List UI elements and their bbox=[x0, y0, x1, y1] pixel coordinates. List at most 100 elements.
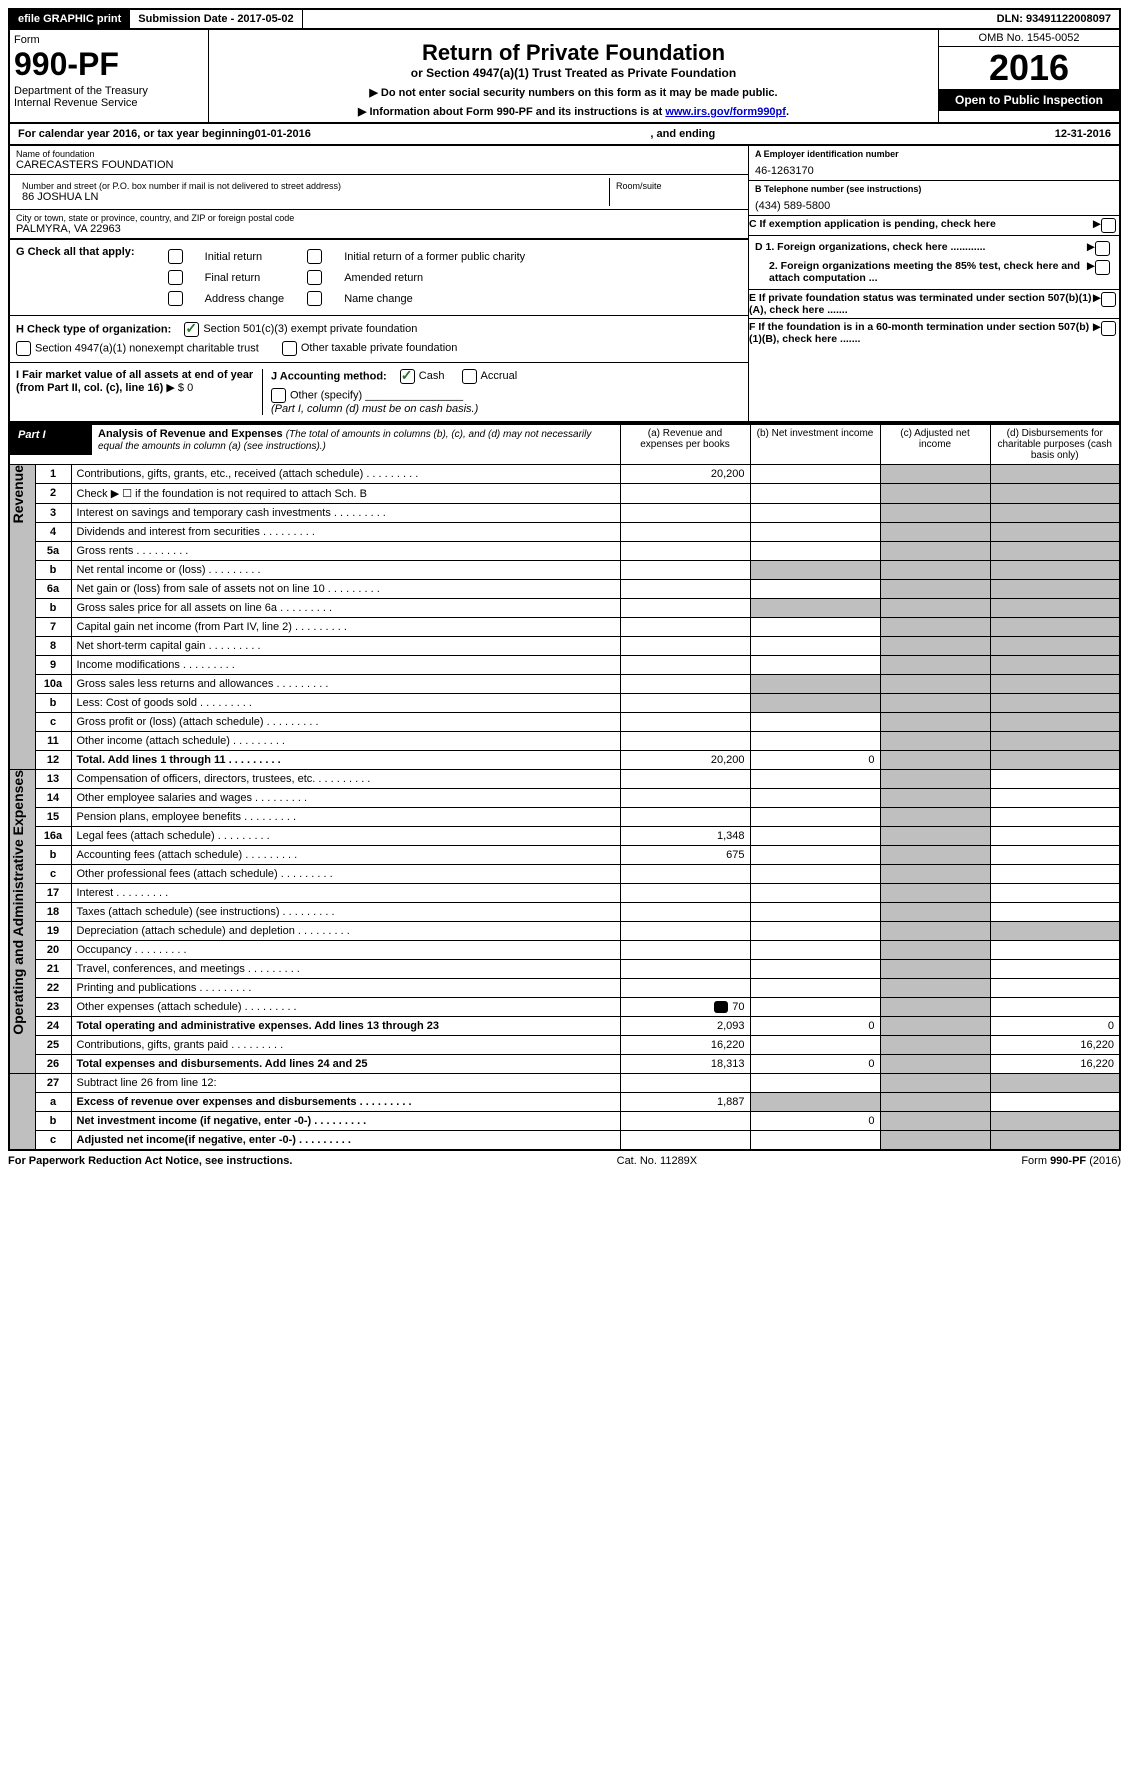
cell-a: 1,887 bbox=[620, 1093, 750, 1112]
cell-a bbox=[620, 561, 750, 580]
open-public-badge: Open to Public Inspection bbox=[939, 89, 1119, 111]
row-num: 6a bbox=[35, 580, 71, 599]
checkbox-e[interactable] bbox=[1101, 292, 1116, 307]
part1-badge: Part I bbox=[10, 425, 92, 455]
checkbox-4947[interactable] bbox=[16, 341, 31, 356]
row-num: 7 bbox=[35, 618, 71, 637]
checkbox-cash[interactable] bbox=[400, 369, 415, 384]
row-label: Net rental income or (loss) bbox=[71, 561, 620, 580]
row-num: 9 bbox=[35, 656, 71, 675]
cell-c bbox=[880, 580, 990, 599]
cell-d bbox=[990, 903, 1120, 922]
cell-a bbox=[620, 675, 750, 694]
row-label: Gross sales price for all assets on line… bbox=[71, 599, 620, 618]
row-num: 21 bbox=[35, 960, 71, 979]
row-num: b bbox=[35, 1112, 71, 1131]
cell-a bbox=[620, 523, 750, 542]
row-num: 26 bbox=[35, 1055, 71, 1074]
cell-d bbox=[990, 656, 1120, 675]
cell-d bbox=[990, 941, 1120, 960]
row-num: 1 bbox=[35, 465, 71, 484]
cell-d bbox=[990, 846, 1120, 865]
row-label: Income modifications bbox=[71, 656, 620, 675]
side-label: Operating and Administrative Expenses bbox=[10, 770, 26, 1035]
phone: (434) 589-5800 bbox=[755, 200, 1113, 212]
cell-d bbox=[990, 599, 1120, 618]
cell-b bbox=[750, 960, 880, 979]
instructions-link[interactable]: www.irs.gov/form990pf bbox=[665, 106, 786, 118]
g-opt-3: Initial return of a former public charit… bbox=[344, 251, 525, 263]
page-footer: For Paperwork Reduction Act Notice, see … bbox=[8, 1151, 1121, 1167]
cell-d bbox=[990, 751, 1120, 770]
cell-c bbox=[880, 504, 990, 523]
omb-number: OMB No. 1545-0052 bbox=[939, 30, 1119, 47]
g-opt-1: Final return bbox=[205, 272, 261, 284]
row-label: Gross profit or (loss) (attach schedule) bbox=[71, 713, 620, 732]
checkbox-accrual[interactable] bbox=[462, 369, 477, 384]
cell-c bbox=[880, 998, 990, 1017]
row-num: c bbox=[35, 865, 71, 884]
cell-a bbox=[620, 884, 750, 903]
checkbox-name-change[interactable] bbox=[307, 291, 322, 306]
checkbox-501c3[interactable] bbox=[184, 322, 199, 337]
cell-b bbox=[750, 979, 880, 998]
checkbox-other-taxable[interactable] bbox=[282, 341, 297, 356]
checkbox-final-return[interactable] bbox=[168, 270, 183, 285]
row-label: Other professional fees (attach schedule… bbox=[71, 865, 620, 884]
cell-b bbox=[750, 998, 880, 1017]
cell-a bbox=[620, 1112, 750, 1131]
name-label: Name of foundation bbox=[16, 149, 742, 159]
instr2-pre: ▶ Information about Form 990-PF and its … bbox=[358, 106, 665, 118]
checkbox-d2[interactable] bbox=[1095, 260, 1110, 275]
row-num: 8 bbox=[35, 637, 71, 656]
side-label: Revenue bbox=[10, 465, 26, 523]
row-label: Contributions, gifts, grants paid bbox=[71, 1036, 620, 1055]
cell-a bbox=[620, 1131, 750, 1151]
efile-badge: efile GRAPHIC print bbox=[10, 10, 130, 28]
cell-a bbox=[620, 922, 750, 941]
row-num: 23 bbox=[35, 998, 71, 1017]
checkbox-d1[interactable] bbox=[1095, 241, 1110, 256]
row-label: Compensation of officers, directors, tru… bbox=[71, 770, 620, 789]
row-num: c bbox=[35, 713, 71, 732]
g-opt-2: Address change bbox=[205, 293, 285, 305]
checkbox-address-change[interactable] bbox=[168, 291, 183, 306]
cell-b bbox=[750, 865, 880, 884]
cell-a bbox=[620, 656, 750, 675]
cell-a bbox=[620, 808, 750, 827]
cell-c bbox=[880, 903, 990, 922]
cell-d bbox=[990, 789, 1120, 808]
cell-d bbox=[990, 922, 1120, 941]
row-label: Printing and publications bbox=[71, 979, 620, 998]
attachment-icon[interactable] bbox=[714, 1001, 728, 1013]
row-label: Subtract line 26 from line 12: bbox=[71, 1074, 620, 1093]
cell-a bbox=[620, 941, 750, 960]
checkbox-other-method[interactable] bbox=[271, 388, 286, 403]
cell-b bbox=[750, 808, 880, 827]
checkbox-initial-return[interactable] bbox=[168, 249, 183, 264]
calyear-end: 12-31-2016 bbox=[1055, 128, 1111, 140]
d1-label: D 1. Foreign organizations, check here .… bbox=[755, 241, 1087, 253]
cell-a bbox=[620, 637, 750, 656]
part1-title: Analysis of Revenue and Expenses bbox=[98, 428, 283, 440]
cell-a: 20,200 bbox=[620, 465, 750, 484]
cell-a bbox=[620, 903, 750, 922]
row-num: 5a bbox=[35, 542, 71, 561]
row-num: 14 bbox=[35, 789, 71, 808]
row-label: Taxes (attach schedule) (see instruction… bbox=[71, 903, 620, 922]
cell-d bbox=[990, 580, 1120, 599]
cell-a bbox=[620, 979, 750, 998]
checkbox-f[interactable] bbox=[1101, 321, 1116, 336]
row-label: Gross rents bbox=[71, 542, 620, 561]
checkbox-initial-public[interactable] bbox=[307, 249, 322, 264]
cell-b bbox=[750, 1074, 880, 1093]
cell-d bbox=[990, 523, 1120, 542]
checkbox-amended[interactable] bbox=[307, 270, 322, 285]
checkbox-c[interactable] bbox=[1101, 218, 1116, 233]
i-value: ▶ $ 0 bbox=[166, 382, 193, 394]
cell-d bbox=[990, 732, 1120, 751]
cell-b: 0 bbox=[750, 1112, 880, 1131]
row-label: Occupancy bbox=[71, 941, 620, 960]
top-bar: efile GRAPHIC print Submission Date - 20… bbox=[8, 8, 1121, 30]
cell-b bbox=[750, 884, 880, 903]
